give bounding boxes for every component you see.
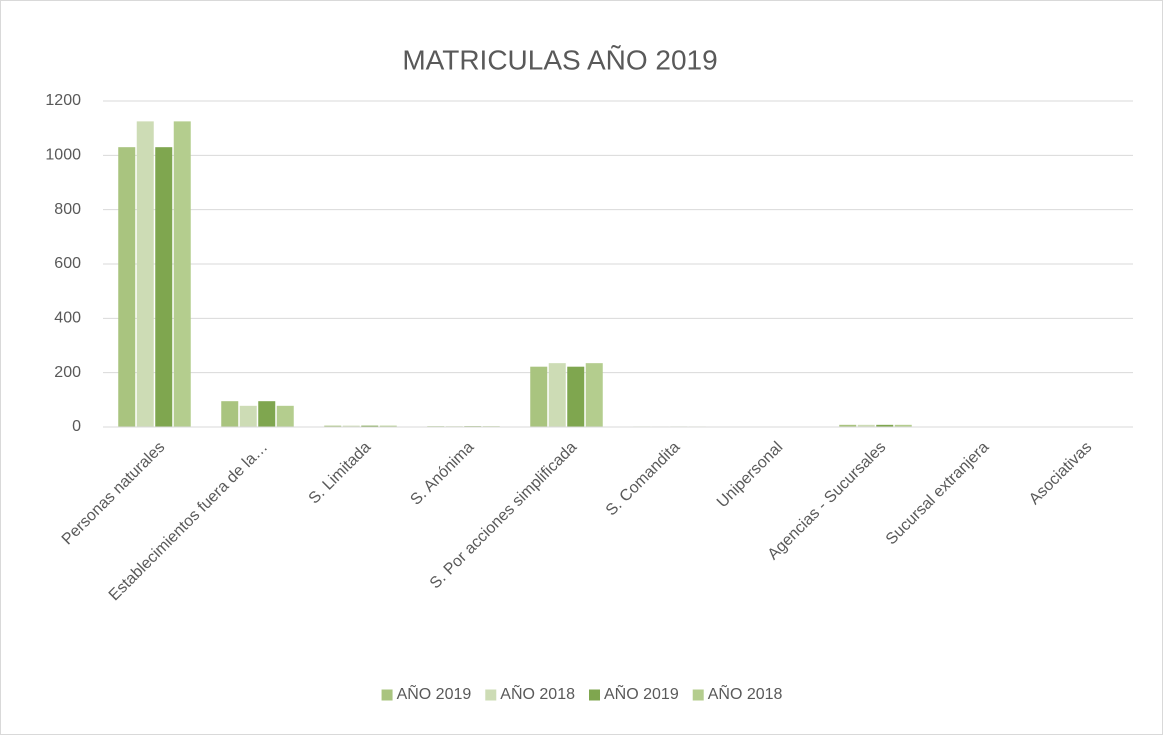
chart-title: MATRICULAS AÑO 2019 [402, 44, 717, 75]
bar [276, 405, 294, 427]
bar [530, 366, 548, 427]
bar [173, 121, 191, 427]
bar [876, 424, 894, 427]
bar [361, 425, 379, 427]
bar [342, 425, 360, 427]
y-tick-label: 600 [54, 255, 81, 272]
bar [379, 425, 397, 427]
y-tick-label: 200 [54, 364, 81, 381]
bar [548, 363, 566, 427]
bar [585, 363, 603, 427]
bar [136, 121, 154, 427]
y-tick-label: 1200 [45, 92, 81, 109]
bar [857, 424, 875, 427]
bar [155, 147, 173, 427]
bar [324, 425, 342, 427]
bar [258, 401, 276, 427]
y-tick-label: 1000 [45, 147, 81, 164]
bar [118, 147, 136, 427]
y-tick-label: 0 [72, 418, 81, 435]
bar [221, 401, 239, 427]
bar [239, 405, 257, 427]
legend-label: AÑO 2019 [397, 683, 472, 703]
y-tick-label: 400 [54, 310, 81, 327]
legend-label: AÑO 2018 [708, 683, 783, 703]
legend-label: AÑO 2018 [500, 683, 575, 703]
legend-swatch [692, 689, 704, 701]
legend-swatch [381, 689, 393, 701]
bar [894, 424, 912, 427]
legend-label: AÑO 2019 [604, 683, 679, 703]
y-tick-label: 800 [54, 201, 81, 218]
legend-swatch [589, 689, 600, 701]
bar [567, 366, 585, 427]
bar [839, 424, 857, 427]
legend-swatch [485, 689, 497, 701]
